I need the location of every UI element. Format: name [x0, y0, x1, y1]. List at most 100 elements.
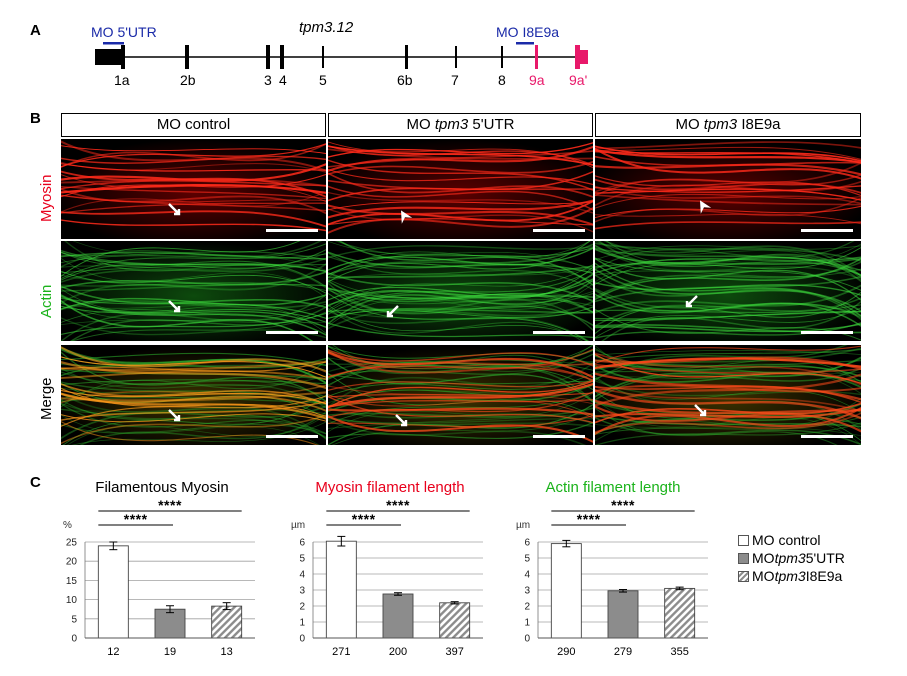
gene-map: MO 5'UTR MO I8E9a tpm3.12 1a 2b 3 4 5 6b… — [91, 19, 588, 88]
chart-title-actin-filament-length: Actin filament length — [545, 479, 681, 496]
scale-bar — [801, 331, 853, 334]
y-unit-label: % — [63, 520, 72, 531]
panel-a-letter: A — [30, 22, 41, 39]
y-tick-label: 4 — [299, 570, 305, 581]
micrograph-actin-mo-control — [61, 241, 326, 341]
row-label-actin: Actin — [38, 284, 55, 318]
exon-label-3: 3 — [264, 72, 272, 88]
y-tick-label: 25 — [66, 538, 78, 549]
n-label-0: 290 — [557, 646, 575, 658]
micrograph-merge-mo-tpm3-5utr — [328, 345, 593, 445]
exon-label-9a-prime: 9a' — [569, 72, 587, 88]
arrow-marker — [694, 404, 707, 417]
n-label-2: 397 — [445, 646, 463, 658]
bar-1 — [382, 593, 414, 639]
micrograph-merge-mo-control — [61, 345, 326, 445]
exon-1a-bar — [121, 45, 125, 69]
column-header-mo-control: MO control — [61, 113, 326, 137]
exon-9a-prime-utr-box — [580, 50, 588, 64]
row-label-merge: Merge — [38, 377, 55, 420]
scale-bar — [801, 229, 853, 232]
bar-2 — [664, 587, 696, 639]
row-label-myosin: Myosin — [38, 174, 55, 222]
exon-3-bar — [266, 45, 270, 69]
y-tick-label: 1 — [524, 618, 530, 629]
significance-label-0: **** — [352, 511, 376, 527]
micrograph-myosin-mo-control — [61, 139, 326, 239]
fluorescence-image — [61, 241, 326, 341]
y-tick-label: 2 — [524, 602, 530, 613]
arrow-marker — [168, 203, 181, 216]
exon-2b-bar — [185, 45, 189, 69]
scale-bar — [533, 331, 585, 334]
bar-0 — [550, 543, 582, 639]
fluorescence-image — [328, 139, 593, 239]
mo-i8e9a-label: MO I8E9a — [496, 24, 559, 40]
y-tick-label: 2 — [299, 602, 305, 613]
chart-title-filamentous-myosin: Filamentous Myosin — [95, 479, 229, 496]
fluorescence-image — [595, 241, 861, 341]
scale-bar — [533, 435, 585, 438]
y-tick-label: 20 — [66, 557, 78, 568]
bar-2 — [439, 602, 471, 639]
chart-myosin-filament-length: µm 0 1 2 3 4 5 6 271 200 397 **** **** — [291, 497, 483, 658]
exon-label-2b: 2b — [180, 72, 196, 88]
y-tick-label: 6 — [299, 538, 305, 549]
exon-8-bar — [501, 46, 503, 68]
legend-swatch-gray — [738, 552, 749, 564]
mo-5utr-bar — [103, 42, 124, 45]
y-tick-label: 3 — [299, 586, 305, 597]
fluorescence-image — [61, 345, 326, 445]
chart-actin-filament-length: µm 0 1 2 3 4 5 6 290 279 355 **** **** — [516, 497, 708, 658]
bar-2 — [211, 605, 243, 639]
exon-4-bar — [280, 45, 284, 69]
legend-item-mo-tpm3-i8e9a: MO tpm3 I8E9a — [738, 567, 845, 585]
n-label-2: 355 — [670, 646, 688, 658]
significance-label-0: **** — [124, 511, 148, 527]
arrow-marker — [685, 295, 698, 308]
y-tick-label: 0 — [299, 634, 305, 645]
mo-5utr-label: MO 5'UTR — [91, 24, 157, 40]
y-unit-label: µm — [291, 520, 305, 531]
legend-swatch-hatched — [738, 570, 749, 582]
arrow-marker — [395, 414, 408, 427]
gene-name: tpm3.12 — [299, 19, 354, 36]
exon-6b-bar — [405, 45, 408, 69]
fluorescence-image — [328, 241, 593, 341]
bar-1 — [607, 590, 639, 639]
significance-label-0: **** — [577, 511, 601, 527]
exon-label-7: 7 — [451, 72, 459, 88]
y-tick-label: 5 — [524, 554, 530, 565]
exon-label-8: 8 — [498, 72, 506, 88]
scale-bar — [801, 435, 853, 438]
chart-legend: MO control MO tpm3 5'UTR MO tpm3 I8E9a — [738, 531, 845, 585]
n-label-2: 13 — [221, 646, 233, 658]
n-label-0: 271 — [332, 646, 350, 658]
scale-bar — [266, 331, 318, 334]
micrograph-actin-mo-tpm3-i8e9a — [595, 241, 861, 341]
exon-label-9a: 9a — [529, 72, 545, 88]
y-tick-label: 5 — [71, 614, 77, 625]
exon-9a-prime-bar — [575, 45, 580, 69]
bar-0 — [325, 540, 357, 639]
micrograph-myosin-mo-tpm3-i8e9a — [595, 139, 861, 239]
significance-label-1: **** — [611, 497, 635, 513]
arrowhead-marker — [401, 210, 413, 224]
exon-7-bar — [455, 46, 457, 68]
arrow-marker — [168, 300, 181, 313]
micrograph-actin-mo-tpm3-5utr — [328, 241, 593, 341]
column-header-mo-tpm3-5utr: MO tpm3 5'UTR — [328, 113, 593, 137]
scale-bar — [533, 229, 585, 232]
exon-5-bar — [322, 46, 324, 68]
micrograph-merge-mo-tpm3-i8e9a — [595, 345, 861, 445]
y-tick-label: 6 — [524, 538, 530, 549]
arrowhead-marker — [700, 200, 712, 214]
fluorescence-image — [61, 139, 326, 239]
bar-0 — [97, 545, 129, 639]
panel-b-letter: B — [30, 110, 41, 127]
scale-bar — [266, 229, 318, 232]
exon-1a-utr-box — [95, 49, 123, 65]
bar-1 — [154, 608, 186, 639]
scale-bar — [266, 435, 318, 438]
panel-c-letter: C — [30, 474, 41, 491]
